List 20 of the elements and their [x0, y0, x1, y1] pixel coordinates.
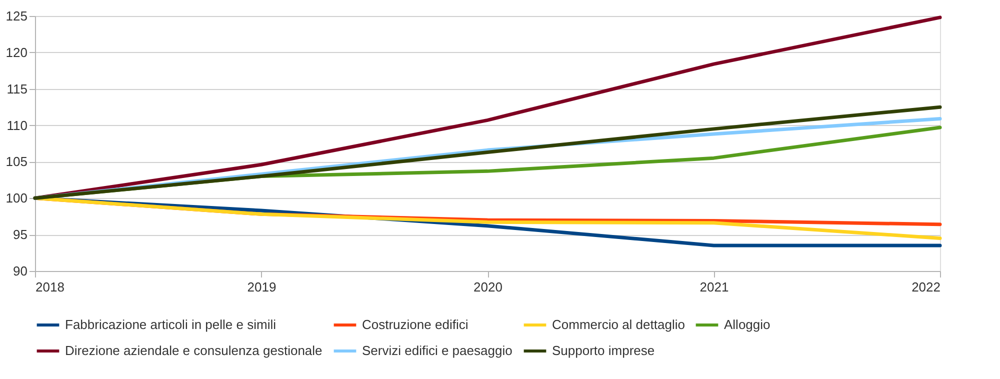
y-tick-label: 120	[6, 44, 28, 60]
legend-label: Supporto imprese	[552, 343, 655, 358]
x-tick-label: 2022	[912, 280, 940, 294]
y-tick-label: 95	[13, 227, 28, 242]
x-tick-label: 2021	[700, 280, 729, 294]
x-tick-label: 2018	[36, 280, 64, 294]
x-tick-label: 2020	[474, 280, 502, 294]
legend-label: Direzione aziendale e consulenza gestionale	[65, 343, 322, 358]
legend-label: Commercio al dettaglio	[552, 317, 685, 332]
legend-label: Alloggio	[724, 317, 770, 332]
y-tick-label: 100	[6, 190, 28, 206]
y-tick-label: 105	[6, 154, 28, 170]
x-tick-label: 2019	[247, 280, 276, 294]
legend-label: Costruzione edifici	[362, 317, 468, 332]
y-tick-label: 125	[6, 8, 28, 24]
y-tick-label: 110	[6, 118, 28, 133]
legend-label: Fabbricazione articoli in pelle e simili	[65, 317, 276, 332]
y-tick-label: 90	[13, 264, 28, 278]
y-tick-label: 115	[6, 81, 28, 96]
legend-label: Servizi edifici e paesaggio	[362, 343, 512, 358]
